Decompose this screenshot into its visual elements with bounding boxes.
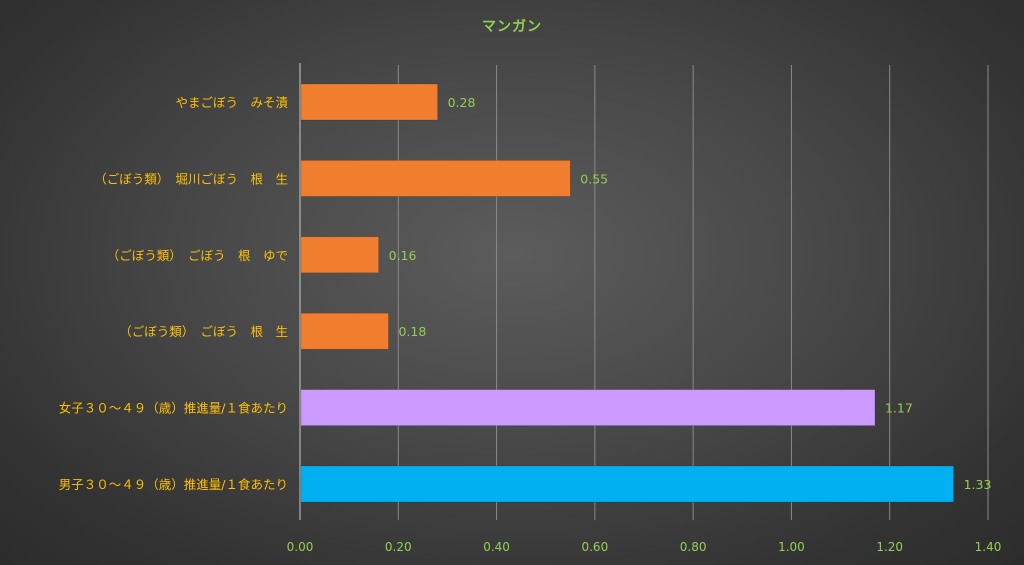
bar bbox=[300, 83, 438, 121]
category-label: 男子３０～４９（歳）推進量/１食あたり bbox=[59, 477, 288, 492]
category-label: 女子３０～４９（歳）推進量/１食あたり bbox=[59, 401, 288, 416]
category-label: やまごぼう みそ漬 bbox=[175, 95, 288, 110]
x-tick-label: 0.60 bbox=[581, 540, 608, 554]
bar bbox=[300, 160, 571, 197]
bar bbox=[300, 465, 954, 503]
bar-layer bbox=[300, 83, 954, 503]
data-label: 0.55 bbox=[580, 171, 608, 186]
x-tick-label: 0.80 bbox=[680, 540, 707, 554]
data-label: 1.33 bbox=[964, 477, 992, 492]
bar bbox=[300, 389, 876, 426]
x-tick-label: 1.00 bbox=[778, 540, 805, 554]
data-label: 0.18 bbox=[398, 324, 426, 339]
data-label: 1.17 bbox=[885, 401, 913, 416]
bar bbox=[300, 312, 389, 350]
data-label: 0.28 bbox=[448, 95, 476, 110]
x-tick-label: 0.00 bbox=[287, 540, 314, 554]
grid-layer bbox=[397, 65, 989, 520]
category-label: （ごぼう類） ごぼう 根 生 bbox=[119, 324, 288, 339]
category-label: （ごぼう類） 堀川ごぼう 根 生 bbox=[94, 171, 288, 186]
data-label: 0.16 bbox=[389, 248, 417, 263]
category-label: （ごぼう類） ごぼう 根 ゆで bbox=[107, 248, 288, 263]
chart-title: マンガン bbox=[482, 19, 542, 35]
label-layer: 0.00 0.20 0.40 0.60 0.80 1.00 1.20 1.40 やまごぼう みそ… bbox=[59, 95, 1002, 554]
bar bbox=[300, 236, 379, 274]
x-tick-label: 0.40 bbox=[483, 540, 510, 554]
x-tick-label: 1.20 bbox=[876, 540, 903, 554]
x-tick-label: 1.40 bbox=[975, 540, 1002, 554]
x-tick-label: 0.20 bbox=[385, 540, 412, 554]
